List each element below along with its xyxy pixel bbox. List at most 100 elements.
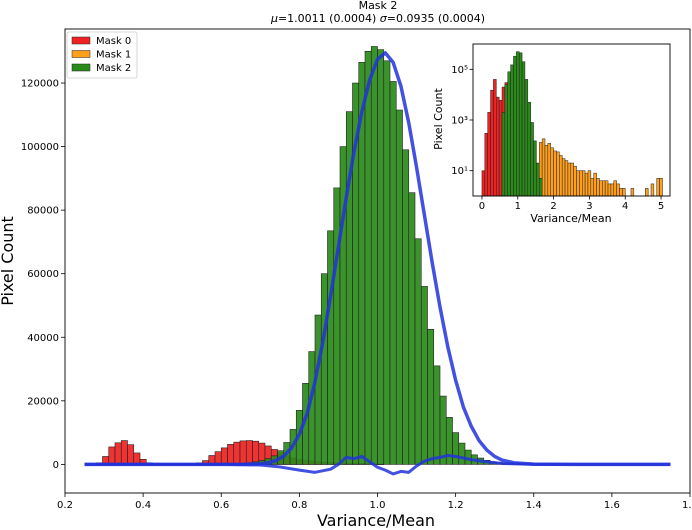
inset-bar-mask-1 — [564, 160, 569, 197]
main-plot-area — [84, 46, 671, 476]
y-tick-label: 100000 — [21, 142, 59, 153]
inset-x-tick-label: 3 — [586, 201, 592, 212]
inset-bar-mask-1 — [561, 158, 566, 197]
inset-bar-mask-1 — [553, 150, 557, 197]
inset-bar-mask-1 — [622, 188, 626, 197]
bar-mask-2 — [452, 432, 460, 465]
inset-bar-mask-0 — [498, 100, 503, 197]
bar-mask-2 — [402, 149, 410, 465]
inset-bar-mask-1 — [567, 162, 572, 197]
inset-plot: 0 1 2 3 4 5 10¹ 10³ 10⁵ — [451, 43, 671, 212]
y-tick-label: 0 — [53, 460, 59, 471]
inset-bar-mask-1 — [607, 183, 612, 197]
inset-x-tick-label: 4 — [622, 201, 628, 212]
legend-swatch — [71, 63, 91, 72]
inset-bar-mask-1 — [602, 180, 606, 197]
inset-bar-mask-2 — [501, 112, 506, 197]
bar-mask-0 — [114, 442, 122, 465]
bar-mask-2 — [420, 286, 428, 465]
inset-bar-mask-1 — [582, 170, 586, 197]
inset-bar-mask-1 — [596, 178, 600, 197]
bar-mask-2 — [320, 273, 328, 465]
x-tick-label: 0.2 — [57, 500, 73, 511]
bar-mask-0 — [227, 444, 235, 465]
legend-label: Mask 2 — [96, 63, 131, 74]
inset-bar-mask-2 — [536, 162, 540, 197]
inset-bar-mask-1 — [630, 188, 635, 197]
bar-mask-2 — [408, 192, 416, 465]
bar-mask-2 — [370, 46, 378, 465]
bar-mask-2 — [314, 314, 322, 465]
bar-mask-0 — [108, 446, 116, 465]
inset-bar-mask-0 — [490, 89, 494, 197]
inset-bar-mask-1 — [610, 183, 615, 197]
inset-bar-mask-1 — [656, 178, 660, 197]
inset-bar-mask-1 — [590, 178, 594, 197]
inset-bar-mask-1 — [559, 155, 563, 197]
inset-bar-mask-0 — [484, 133, 488, 197]
inset-bar-mask-2 — [539, 178, 543, 197]
inset-bar-mask-2 — [504, 84, 509, 197]
inset-x-tick-label: 5 — [658, 201, 664, 212]
legend-label: Mask 1 — [96, 50, 131, 61]
x-tick-label: 1.8 — [682, 500, 692, 511]
bar-mask-0 — [120, 440, 128, 465]
legend-label: Mask 0 — [96, 36, 131, 47]
inset-bar-mask-1 — [576, 170, 580, 197]
y-tick-label: 120000 — [21, 79, 59, 90]
inset-bar-mask-2 — [507, 71, 511, 197]
bar-mask-2 — [458, 442, 466, 465]
bar-mask-2 — [364, 50, 372, 465]
inset-bar-mask-1 — [613, 180, 617, 197]
inset-bar-mask-1 — [550, 147, 554, 197]
inset-bar-mask-0 — [496, 96, 500, 197]
chart-subtitle: μ=1.0011 (0.0004) σ=0.0935 (0.0004) — [270, 12, 485, 25]
x-axis-title: Variance/Mean — [317, 511, 435, 530]
bar-mask-2 — [333, 187, 341, 465]
bar-mask-0 — [214, 451, 222, 465]
chart-title: Mask 2 — [359, 0, 398, 12]
x-tick-label: 0.6 — [213, 500, 229, 511]
y-tick-label: 40000 — [27, 333, 59, 344]
bar-mask-0 — [252, 440, 260, 465]
inset-bar-mask-1 — [650, 183, 655, 197]
inset-bar-mask-0 — [481, 170, 486, 197]
inset-bar-mask-1 — [570, 162, 574, 197]
inset-x-tick-label: 2 — [550, 201, 556, 212]
bar-mask-2 — [414, 238, 422, 465]
inset-x-tick-label: 0 — [479, 201, 485, 212]
inset-x-tick-label: 1 — [515, 201, 521, 212]
inset-bar-mask-2 — [518, 52, 523, 197]
inset-bar-mask-2 — [516, 51, 520, 197]
inset-bar-mask-1 — [604, 180, 609, 197]
inset-bar-mask-1 — [599, 180, 603, 197]
x-tick-label: 0.8 — [291, 500, 307, 511]
inset-y-tick-label: 10³ — [451, 116, 468, 127]
inset-bar-mask-2 — [521, 61, 526, 197]
x-tick-label: 1.0 — [370, 500, 386, 511]
x-tick-label: 1.4 — [526, 500, 542, 511]
legend-swatch — [71, 36, 91, 45]
y-tick-label: 20000 — [27, 396, 59, 407]
bar-mask-2 — [383, 60, 391, 465]
main-axes: 0.2 0.4 0.6 0.8 1.0 1.2 1.4 1.6 1.8 0 20000 40000 60… — [21, 28, 692, 511]
bar-mask-0 — [245, 440, 253, 465]
inset-bar-mask-1 — [645, 188, 649, 197]
legend-swatch — [71, 50, 91, 58]
fit-residual-curve — [84, 454, 671, 476]
inset-bar-mask-1 — [616, 183, 620, 197]
bar-mask-2 — [395, 109, 403, 465]
inset-y-tick-label: 10⁵ — [451, 65, 468, 76]
inset-bar-mask-1 — [556, 151, 560, 197]
y-tick-label: 60000 — [27, 269, 59, 280]
inset-bar-mask-2 — [527, 102, 531, 197]
inset-bar-mask-2 — [533, 140, 537, 197]
inset-bar-mask-1 — [619, 188, 623, 197]
inset-bar-mask-1 — [573, 165, 577, 197]
bar-mask-2 — [389, 81, 397, 465]
bar-mask-0 — [233, 441, 241, 465]
inset-bar-mask-1 — [659, 178, 663, 197]
inset-bar-mask-0 — [487, 112, 491, 197]
x-tick-label: 0.4 — [135, 500, 151, 511]
x-tick-label: 1.2 — [448, 500, 464, 511]
